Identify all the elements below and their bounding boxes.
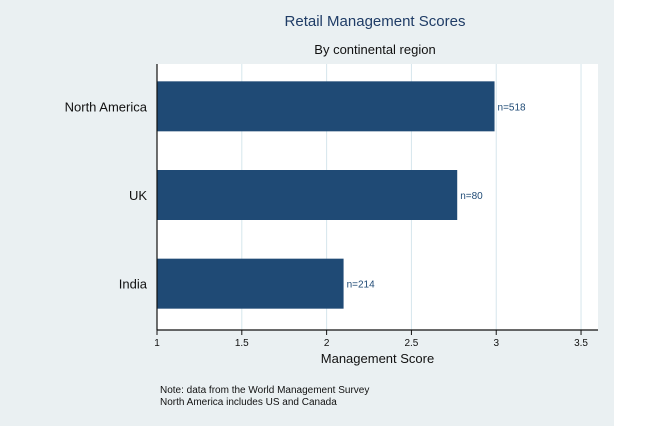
x-tick-label: 1 bbox=[154, 338, 160, 349]
bar-data-label: n=518 bbox=[498, 102, 527, 113]
x-tick-label: 2 bbox=[324, 338, 330, 349]
bar-data-label: n=80 bbox=[460, 191, 483, 202]
category-label: North America bbox=[65, 99, 148, 114]
bar bbox=[157, 258, 344, 309]
bar bbox=[157, 170, 458, 220]
chart-title: Retail Management Scores bbox=[284, 13, 466, 30]
category-label: UK bbox=[129, 188, 147, 203]
chart-subtitle: By continental region bbox=[314, 42, 436, 57]
category-label: India bbox=[119, 277, 148, 292]
x-axis-title: Management Score bbox=[321, 351, 434, 366]
bar-data-label: n=214 bbox=[347, 280, 376, 291]
footnote-2: North America includes US and Canada bbox=[160, 397, 337, 408]
footnote-1: Note: data from the World Management Sur… bbox=[160, 385, 370, 396]
x-tick-label: 3 bbox=[493, 338, 499, 349]
bar bbox=[157, 81, 495, 132]
x-tick-label: 2.5 bbox=[404, 338, 418, 349]
x-tick-label: 3.5 bbox=[574, 338, 588, 349]
x-tick-label: 1.5 bbox=[235, 338, 249, 349]
